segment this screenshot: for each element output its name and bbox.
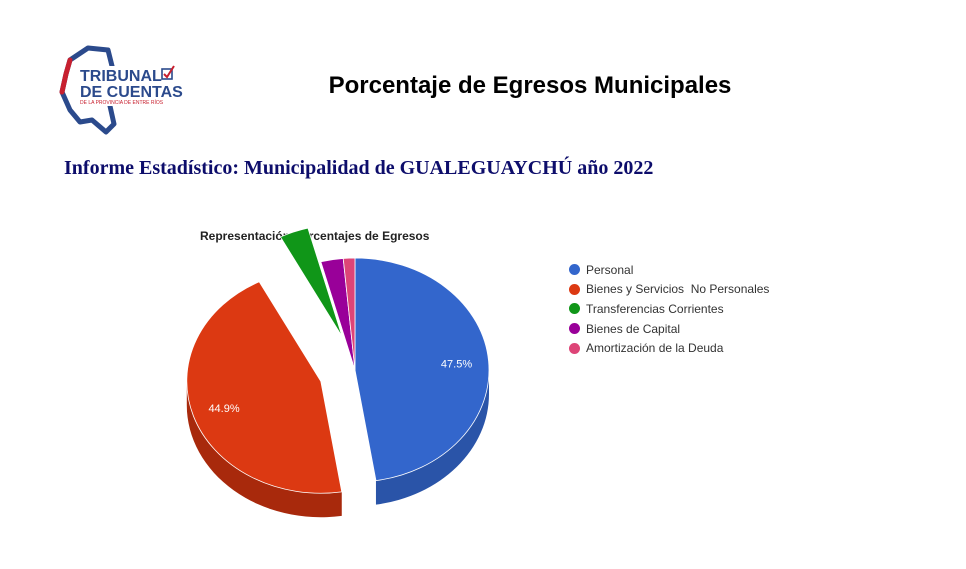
- pie-slice-4: [342, 257, 356, 371]
- legend-item-3: Bienes de Capital: [569, 319, 769, 339]
- page-title: Porcentaje de Egresos Municipales: [328, 72, 732, 99]
- pie-depth-group: [186, 370, 489, 518]
- logo-checkmark-icon: [161, 65, 175, 80]
- legend-swatch: [569, 264, 580, 276]
- legend-label: Amortización de la Deuda: [586, 341, 724, 356]
- pie-slice-0-label: 47.5%: [441, 358, 472, 370]
- pie-slice-2: [279, 227, 343, 337]
- logo-accent-stroke: [59, 57, 73, 95]
- legend-swatch: [569, 323, 580, 335]
- report-subtitle: Informe Estadístico: Municipalidad de GU…: [64, 157, 654, 179]
- pie-slice-1-label: 44.9%: [208, 403, 239, 415]
- pie-top-group: 47.5% 44.9%: [186, 227, 490, 494]
- chart-legend: Personal Bienes y Servicios No Personales…: [569, 260, 769, 358]
- legend-swatch: [569, 283, 580, 295]
- legend-swatch: [569, 303, 580, 315]
- pie-slice-1: [186, 281, 343, 494]
- legend-swatch: [569, 342, 580, 354]
- chart-title: Representación Porcentajes de Egresos: [200, 229, 430, 243]
- pie-chart: 47.5% 44.9%: [186, 227, 490, 518]
- logo-line-1: TRIBUNAL: [80, 68, 162, 85]
- pie-slice-1-side: [186, 381, 342, 518]
- legend-item-1: Bienes y Servicios No Personales: [569, 280, 769, 300]
- legend-item-0: Personal: [569, 260, 769, 280]
- legend-item-2: Transferencias Corrientes: [569, 299, 769, 319]
- legend-label: Bienes de Capital: [586, 321, 681, 336]
- pie-slice-0: [354, 257, 490, 482]
- tribunal-de-cuentas-logo: TRIBUNAL DE CUENTAS DE LA PROVINCIA DE E…: [59, 45, 183, 135]
- logo-line-3: DE LA PROVINCIA DE ENTRE RÍOS: [80, 99, 164, 106]
- legend-label: Bienes y Servicios No Personales: [586, 282, 770, 297]
- legend-item-4: Amortización de la Deuda: [569, 338, 769, 358]
- logo-line-2: DE CUENTAS: [80, 84, 183, 101]
- legend-label: Transferencias Corrientes: [586, 301, 724, 316]
- pie-slice-0-side: [375, 370, 489, 505]
- logo-text-backdrop: [78, 66, 174, 106]
- legend-label: Personal: [586, 262, 634, 277]
